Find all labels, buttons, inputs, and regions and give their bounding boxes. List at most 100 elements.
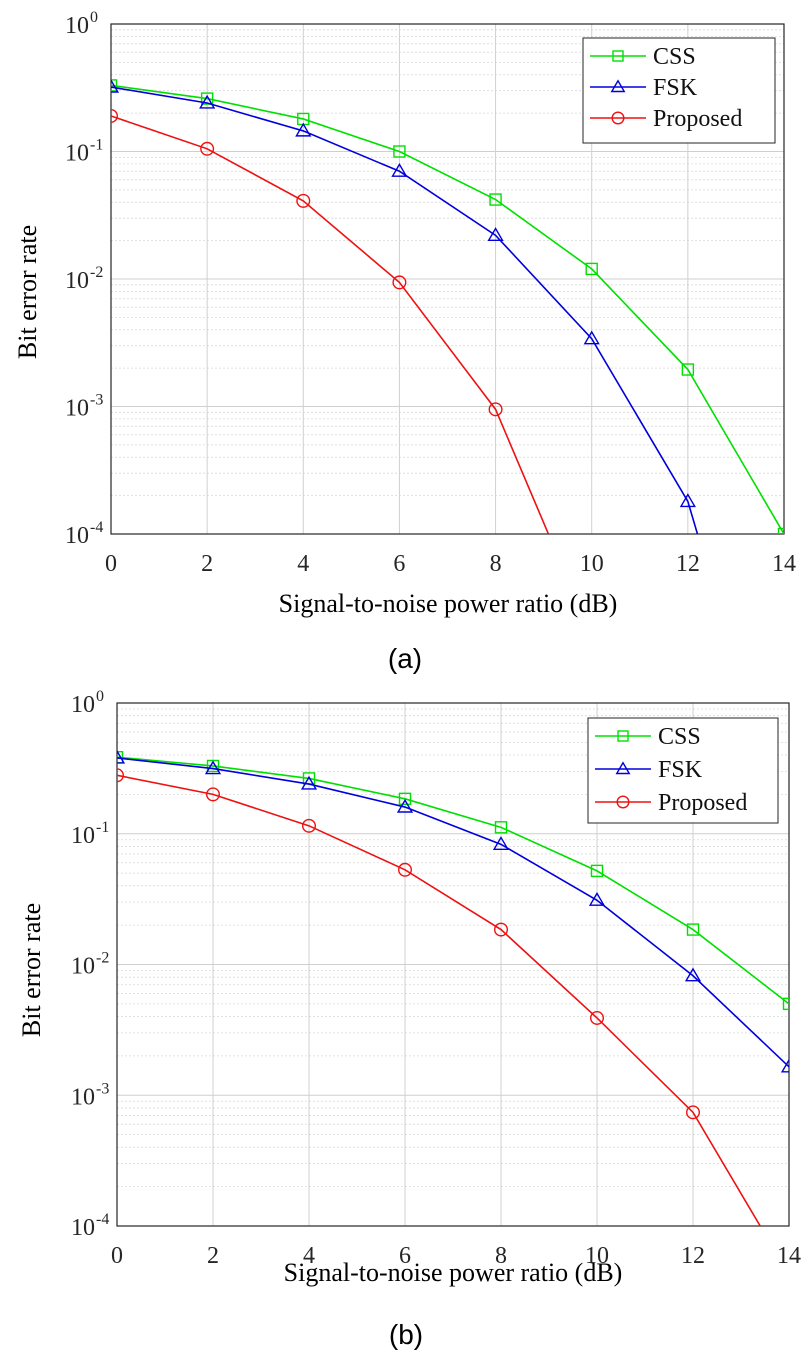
- y-tick-base: 10: [71, 954, 95, 980]
- legend-label: FSK: [658, 757, 703, 783]
- plot-frame: [110, 23, 785, 535]
- circle-marker: [590, 1010, 605, 1025]
- y-tick-exponent: -4: [90, 519, 103, 536]
- x-tick-label: 4: [297, 551, 309, 577]
- circle-marker: [488, 402, 503, 417]
- y-tick-base: 10: [71, 1084, 95, 1110]
- x-tick-label: 8: [490, 551, 502, 577]
- x-tick-label: 0: [111, 1243, 123, 1269]
- legend-item: CSS: [595, 724, 701, 750]
- circle-marker: [392, 275, 407, 290]
- y-tick-exponent: -2: [90, 264, 103, 281]
- y-tick-label: 10 -1: [71, 819, 109, 849]
- series-line: [117, 757, 789, 1068]
- legend-item: CSS: [590, 44, 696, 70]
- y-tick-base: 10: [71, 1215, 95, 1241]
- square-marker: [111, 79, 118, 92]
- chart-panel-a: Bit error rate Signal-to-noise power rat…: [13, 9, 796, 674]
- y-tick-exponent: -3: [96, 1080, 109, 1097]
- panel-label: (b): [389, 1319, 423, 1350]
- triangle-marker: [396, 798, 414, 813]
- series-line: [111, 84, 784, 534]
- triangle-marker: [492, 836, 510, 850]
- x-tick-label: 6: [393, 551, 405, 577]
- square-marker: [489, 193, 502, 206]
- square-marker: [398, 792, 412, 806]
- square-marker: [393, 145, 406, 158]
- triangle-marker: [588, 891, 606, 906]
- square-marker: [117, 751, 124, 764]
- triangle-marker: [111, 78, 120, 93]
- series-fsk: [111, 78, 699, 534]
- legend-item: Proposed: [595, 790, 747, 816]
- triangle-marker: [780, 1058, 789, 1073]
- legend: CSS FSK Proposed: [587, 717, 779, 824]
- square-marker: [612, 50, 624, 62]
- circle-marker: [494, 922, 509, 937]
- triangle-marker: [199, 94, 216, 109]
- y-tick-label: 10 -2: [71, 950, 109, 980]
- y-tick-exponent: -1: [96, 819, 109, 836]
- chart-panel-b: Bit error rate Signal-to-noise power rat…: [0, 680, 811, 1360]
- legend: CSS FSK Proposed: [582, 37, 776, 144]
- y-tick-exponent: -4: [96, 1211, 109, 1228]
- triangle-marker: [391, 162, 408, 177]
- x-tick-label: 14: [777, 1243, 801, 1269]
- legend-label: FSK: [653, 75, 698, 101]
- plot-frame: [116, 702, 790, 1227]
- series-line: [117, 756, 789, 1005]
- circle-marker: [686, 1105, 701, 1120]
- y-tick-label: 10 -1: [65, 137, 103, 167]
- y-tick-label: 10 -3: [65, 392, 103, 422]
- x-tick-label: 2: [207, 1243, 219, 1269]
- y-axis-label: Bit error rate: [13, 225, 42, 359]
- y-tick-label: 10 0: [71, 688, 104, 718]
- x-tick-label: 0: [105, 551, 117, 577]
- chart-a: Bit error rate Signal-to-noise power rat…: [13, 9, 796, 674]
- y-tick-base: 10: [65, 396, 89, 422]
- legend-label: Proposed: [653, 106, 742, 132]
- chart-b: Bit error rate Signal-to-noise power rat…: [17, 688, 801, 1350]
- legend-label: CSS: [653, 44, 696, 70]
- triangle-marker: [583, 330, 600, 345]
- series-fsk: [117, 749, 789, 1073]
- square-marker: [686, 923, 700, 936]
- x-tick-label: 10: [585, 1243, 609, 1269]
- circle-marker: [398, 862, 413, 877]
- circle-marker: [117, 768, 124, 783]
- triangle-marker: [204, 760, 222, 775]
- triangle-marker: [300, 775, 318, 790]
- series-proposed: [111, 108, 550, 534]
- x-tick-label: 6: [399, 1243, 411, 1269]
- y-tick-label: 10 -4: [71, 1211, 109, 1241]
- legend-label: Proposed: [658, 790, 747, 816]
- y-tick-base: 10: [65, 13, 89, 39]
- triangle-marker: [615, 761, 631, 775]
- x-tick-label: 10: [580, 551, 604, 577]
- x-tick-label: 14: [772, 551, 796, 577]
- y-tick-exponent: -3: [90, 392, 103, 409]
- circle-marker: [616, 795, 630, 809]
- x-axis-label: Signal-to-noise power ratio (dB): [284, 1258, 623, 1287]
- x-tick-label: 8: [495, 1243, 507, 1269]
- square-marker: [585, 262, 598, 276]
- legend-label: CSS: [658, 724, 701, 750]
- triangle-marker: [610, 79, 626, 93]
- y-tick-label: 10 0: [65, 9, 98, 39]
- square-marker: [590, 864, 604, 878]
- triangle-marker: [295, 122, 312, 137]
- circle-marker: [296, 193, 311, 208]
- triangle-marker: [684, 967, 702, 982]
- y-axis-label: Bit error rate: [17, 903, 46, 1037]
- y-tick-base: 10: [65, 268, 89, 294]
- x-tick-label: 4: [303, 1243, 315, 1269]
- circle-marker: [111, 108, 118, 123]
- circle-marker: [611, 111, 625, 125]
- series-proposed: [117, 768, 761, 1226]
- y-tick-base: 10: [71, 823, 95, 849]
- x-tick-label: 12: [681, 1243, 705, 1269]
- legend-item: FSK: [590, 75, 698, 101]
- series-line: [117, 774, 761, 1226]
- grid: [111, 24, 784, 534]
- panel-label: (a): [388, 643, 422, 674]
